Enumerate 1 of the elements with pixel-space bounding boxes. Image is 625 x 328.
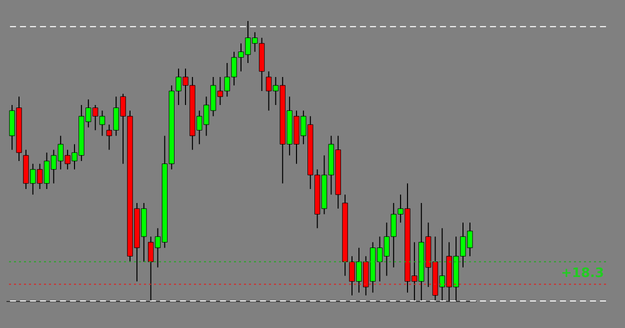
text: +18.3 bbox=[561, 266, 604, 281]
